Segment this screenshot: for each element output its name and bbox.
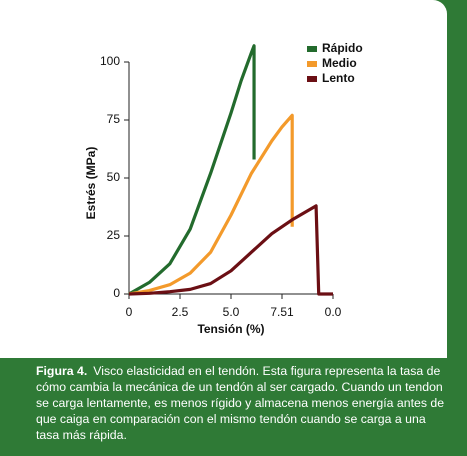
series-line: [128, 204, 333, 296]
caption-text: Visco elasticidad en el tendón. Esta fig…: [36, 364, 445, 442]
x-tick-label: 7.51: [270, 305, 294, 319]
legend-swatch: [307, 76, 317, 82]
chart: Estrés (MPa) Tensión (%) 0 25 50 75 100 0 2.5 5…: [84, 41, 363, 336]
legend-label: Lento: [322, 71, 355, 85]
y-tick-label: 50: [107, 170, 121, 184]
x-tick-label: 0.0: [325, 305, 342, 319]
series-line: [128, 113, 294, 296]
chart-panel: [0, 0, 447, 358]
legend-label: Rápido: [322, 41, 363, 55]
caption-label: Figura 4.: [36, 364, 88, 378]
series-line: [128, 44, 256, 296]
legend-label: Medio: [322, 56, 357, 70]
legend-swatch: [307, 61, 317, 67]
x-axis-label: Tensión (%): [197, 322, 264, 336]
legend-swatch: [307, 46, 317, 52]
y-axis-label: Estrés (MPa): [84, 147, 98, 220]
y-tick-label: 100: [100, 54, 120, 68]
caption: Figura 4. Visco elasticidad en el tendón.…: [36, 363, 446, 443]
x-tick-label: 2.5: [172, 305, 189, 319]
x-tick-label: 0: [126, 305, 133, 319]
x-tick-label: 5.0: [223, 305, 240, 319]
y-tick-label: 0: [113, 286, 120, 300]
y-tick-label: 25: [107, 228, 121, 242]
y-tick-label: 75: [107, 112, 121, 126]
